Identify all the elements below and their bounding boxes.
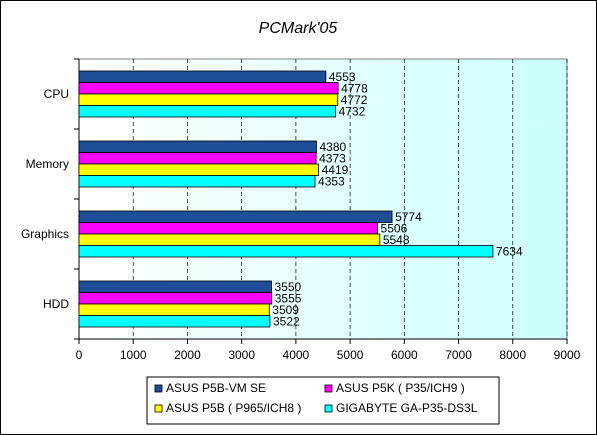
x-tick-label: 2000 [174, 348, 201, 362]
data-label: 7634 [496, 245, 523, 259]
category-label: Memory [26, 157, 69, 171]
x-tick-label: 0 [76, 348, 83, 362]
x-tick-label: 1000 [120, 348, 147, 362]
data-label: 3522 [273, 315, 300, 329]
x-tick-label: 4000 [283, 348, 310, 362]
bar [78, 233, 381, 246]
legend-swatch [154, 384, 163, 393]
bar [78, 280, 272, 293]
bar [78, 140, 317, 153]
data-label: 4778 [341, 82, 368, 96]
bar [78, 175, 316, 188]
x-tick-label: 3000 [228, 348, 255, 362]
x-tick-label: 7000 [445, 348, 472, 362]
bar [78, 93, 339, 106]
plot-area: 0 1000 2000 3000 4000 5000 6000 7000 8000 9000 CPU… [21, 58, 581, 362]
chart-title: PCMark'05 [259, 20, 338, 37]
bar [78, 222, 378, 235]
data-label: 3555 [275, 292, 302, 306]
legend-label: ASUS P5B-VM SE [166, 381, 266, 395]
legend-swatch [154, 404, 163, 413]
data-label: 4353 [318, 175, 345, 189]
data-label: 4373 [319, 152, 346, 166]
data-label: 4772 [341, 93, 368, 107]
bar [78, 163, 320, 176]
bar [78, 210, 393, 223]
data-label: 5506 [381, 222, 408, 236]
category-label: Graphics [21, 227, 69, 241]
data-label: 5774 [395, 210, 422, 224]
category-label: HDD [43, 297, 69, 311]
x-tick-label: 8000 [499, 348, 526, 362]
bar [78, 245, 494, 258]
legend-box [146, 376, 500, 425]
data-label: 3550 [274, 280, 301, 294]
data-label: 4380 [319, 140, 346, 154]
x-tick-label: 5000 [337, 348, 364, 362]
legend-swatch [324, 384, 333, 393]
data-label: 4419 [322, 163, 349, 177]
legend-label: GIGABYTE GA-P35-DS3L [336, 401, 478, 415]
x-tick-label: 6000 [391, 348, 418, 362]
bar [78, 303, 270, 316]
data-label: 4553 [329, 70, 356, 84]
data-label: 3509 [272, 303, 299, 317]
bar [78, 315, 271, 328]
data-label: 5548 [383, 233, 410, 247]
bar [78, 82, 339, 95]
legend: ASUS P5B-VM SE ASUS P5K ( P35/ICH9 ) ASUS … [146, 376, 500, 425]
legend-label: ASUS P5K ( P35/ICH9 ) [336, 381, 465, 395]
legend-label: ASUS P5B ( P965/ICH8 ) [166, 401, 301, 415]
category-label: CPU [44, 87, 69, 101]
bar [78, 152, 317, 165]
bar [78, 70, 327, 83]
x-tick-label: 9000 [554, 348, 581, 362]
legend-swatch [324, 404, 333, 413]
bar [78, 292, 273, 305]
bar [78, 105, 336, 118]
data-label: 4732 [339, 105, 366, 119]
